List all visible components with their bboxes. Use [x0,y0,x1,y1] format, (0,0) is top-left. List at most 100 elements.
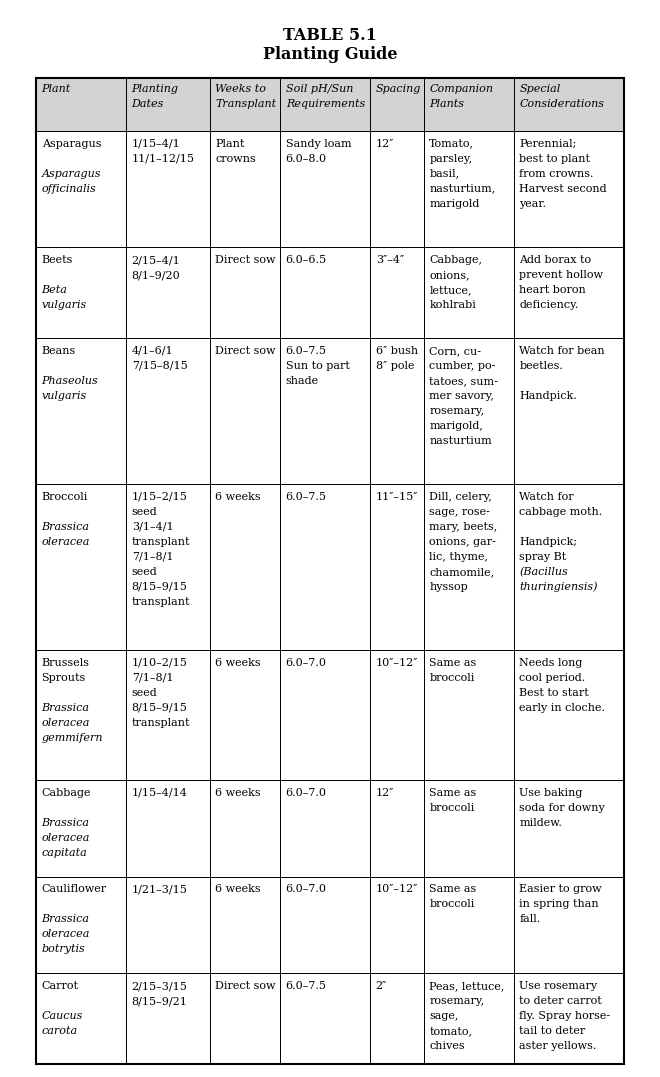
Bar [36,484,126,649]
Text: 8/15–9/15: 8/15–9/15 [131,582,187,591]
Text: Sprouts: Sprouts [42,672,86,683]
Text: Phaseolus: Phaseolus [42,376,98,386]
Bar [126,877,210,974]
Text: 12″: 12″ [376,787,394,798]
Text: 6.0–7.0: 6.0–7.0 [286,658,327,668]
Text: Dill, celery,: Dill, celery, [429,492,492,502]
Text: Requirements: Requirements [286,99,365,109]
Text: Broccoli: Broccoli [42,492,88,502]
Text: Corn, cu-: Corn, cu- [429,346,481,355]
Text: Brassica: Brassica [42,914,90,924]
Bar [424,780,514,877]
Text: botrytis: botrytis [42,945,85,954]
Text: tail to deter: tail to deter [519,1026,585,1036]
Text: broccoli: broccoli [429,672,475,683]
Text: (Bacillus: (Bacillus [519,567,568,577]
Text: chamomile,: chamomile, [429,567,494,577]
Bar [370,248,424,338]
Text: officinalis: officinalis [42,183,96,194]
Text: from crowns.: from crowns. [519,169,594,179]
Text: sage, rose-: sage, rose- [429,507,490,517]
Text: Brassica: Brassica [42,817,90,828]
Text: 2/15–4/1: 2/15–4/1 [131,255,180,265]
Bar [424,78,514,130]
Bar [36,338,126,484]
Bar [36,78,624,1064]
Text: oleracea: oleracea [42,717,90,727]
Bar [126,780,210,877]
Text: 6 weeks: 6 weeks [215,492,261,502]
Text: rosemary,: rosemary, [429,996,484,1006]
Text: Cabbage: Cabbage [42,787,91,798]
Bar [370,780,424,877]
Text: 2″: 2″ [376,981,387,991]
Text: 3″–4″: 3″–4″ [376,255,404,265]
Text: parsley,: parsley, [429,154,473,164]
Bar [370,974,424,1064]
Text: 6 weeks: 6 weeks [215,884,261,894]
Text: cool period.: cool period. [519,672,585,683]
Text: onions,: onions, [429,270,470,280]
Text: rosemary,: rosemary, [429,406,484,416]
Bar [210,649,280,780]
Bar [514,78,624,130]
Text: Plants: Plants [429,99,464,109]
Bar [370,877,424,974]
Text: mary, beets,: mary, beets, [429,521,498,532]
Bar [126,649,210,780]
Text: Brassica: Brassica [42,521,90,532]
Text: Asparagus: Asparagus [42,139,101,149]
Text: carota: carota [42,1026,78,1036]
Text: to deter carrot: to deter carrot [519,996,602,1006]
Text: TABLE 5.1: TABLE 5.1 [283,27,377,44]
Bar [210,877,280,974]
Bar [126,974,210,1064]
Text: tomato,: tomato, [429,1026,473,1036]
Text: 6.0–7.0: 6.0–7.0 [286,787,327,798]
Text: sage,: sage, [429,1011,459,1021]
Text: oleracea: oleracea [42,833,90,842]
Bar [36,877,126,974]
Text: transplant: transplant [131,536,190,547]
Bar [370,338,424,484]
Bar [280,248,370,338]
Text: 8″ pole: 8″ pole [376,361,414,370]
Bar [126,338,210,484]
Bar [126,248,210,338]
Text: 6 weeks: 6 weeks [215,658,261,668]
Text: prevent hollow: prevent hollow [519,270,603,280]
Text: Considerations: Considerations [519,99,605,109]
Bar [280,780,370,877]
Text: aster yellows.: aster yellows. [519,1041,597,1051]
Bar [370,130,424,248]
Text: nasturtium: nasturtium [429,436,492,446]
Bar [280,130,370,248]
Bar [210,248,280,338]
Text: Caucus: Caucus [42,1011,83,1021]
Text: Needs long: Needs long [519,658,583,668]
Text: chives: chives [429,1041,465,1051]
Text: 1/21–3/15: 1/21–3/15 [131,884,187,894]
Text: 1/10–2/15: 1/10–2/15 [131,658,187,668]
Bar [514,130,624,248]
Text: Spacing: Spacing [376,84,421,94]
Bar [36,780,126,877]
Text: heart boron: heart boron [519,285,586,295]
Text: Cabbage,: Cabbage, [429,255,482,265]
Bar [514,877,624,974]
Bar [210,484,280,649]
Text: onions, gar-: onions, gar- [429,536,496,547]
Text: Easier to grow: Easier to grow [519,884,602,894]
Text: Brassica: Brassica [42,702,90,713]
Text: seed: seed [131,567,157,577]
Text: 11/1–12/15: 11/1–12/15 [131,154,195,164]
Text: thuringiensis): thuringiensis) [519,582,598,592]
Bar [280,338,370,484]
Text: Planting: Planting [131,84,179,94]
Bar [36,78,126,130]
Text: Same as: Same as [429,787,477,798]
Text: 6.0–7.5: 6.0–7.5 [286,492,327,502]
Bar [280,974,370,1064]
Text: Perennial;: Perennial; [519,139,577,149]
Text: Sun to part: Sun to part [286,361,350,370]
